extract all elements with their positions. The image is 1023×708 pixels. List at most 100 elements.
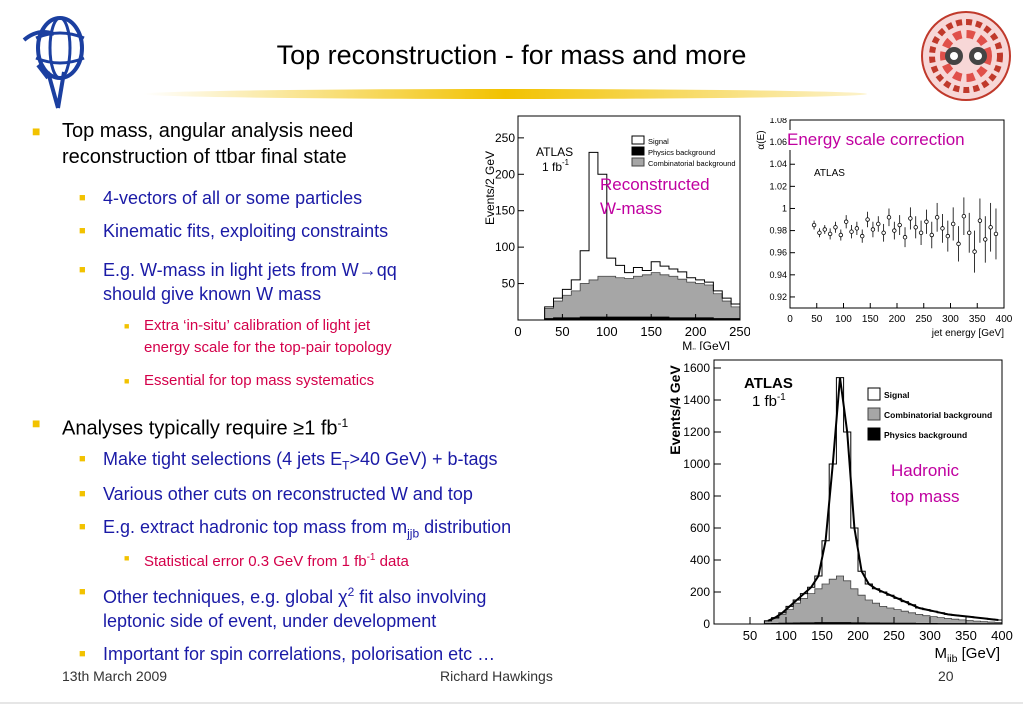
x-tick-label: 0 <box>787 314 793 325</box>
bullet-kinematic-fits: ■ Kinematic fits, exploiting constraints <box>79 219 388 243</box>
legend-entry: Signal <box>648 137 669 146</box>
legend-entry: Physics background <box>648 148 715 157</box>
data-point <box>993 231 999 237</box>
series-signal <box>544 151 741 320</box>
data-point <box>892 228 897 233</box>
lumi-label: 1 fb-1 <box>542 158 569 174</box>
y-tick-label: 1.02 <box>769 181 787 191</box>
y-tick-label: 100 <box>495 240 515 254</box>
data-point <box>897 222 902 228</box>
lhc-logo-icon <box>921 11 1011 101</box>
footer-date: 13th March 2009 <box>62 668 168 684</box>
x-tick-label: 400 <box>996 314 1013 325</box>
data-point <box>811 222 817 228</box>
annotation-top-mass: Hadronic top mass <box>880 458 970 510</box>
bullet-marker-icon: ■ <box>79 648 86 660</box>
annotation-text: W-mass <box>600 199 663 218</box>
bullet-text: E.g. W-mass in light jets from W <box>103 260 359 280</box>
y-axis-label: α(E) <box>756 130 767 149</box>
x-tick-label: 50 <box>811 314 823 325</box>
bullet-text: Extra ‘in-situ’ calibration of light jet <box>144 317 371 334</box>
data-point <box>913 225 918 230</box>
footer-divider <box>0 702 1023 704</box>
x-tick-label: 200 <box>847 628 869 643</box>
data-point <box>924 219 929 224</box>
legend-swatch <box>867 427 881 441</box>
y-tick-label: 600 <box>690 521 710 535</box>
data-point <box>838 232 844 238</box>
bullet-marker-icon: ■ <box>79 225 86 237</box>
data-point <box>908 216 913 221</box>
bullet-text: should give known W mass <box>103 284 322 304</box>
bullet-systematics: ■ Essential for top mass systematics <box>124 370 374 392</box>
bullet-marker-icon: ■ <box>124 553 130 563</box>
y-tick-label: 50 <box>502 277 516 291</box>
bullet-text: qq <box>376 260 397 280</box>
x-tick-label: 200 <box>685 324 707 339</box>
chi-symbol: χ <box>338 587 348 607</box>
bullet-marker-icon: ■ <box>79 264 86 276</box>
bullet-marker-icon: ■ <box>32 123 41 139</box>
x-tick-label: 100 <box>775 628 797 643</box>
y-tick-label: 1.06 <box>769 137 787 147</box>
x-axis-label: jet energy [GeV] <box>931 328 1004 339</box>
data-point <box>967 230 972 235</box>
bullet-text: distribution <box>419 517 512 537</box>
bullet-marker-icon: ■ <box>79 192 86 204</box>
annotation-wmass: Reconstructed W-mass <box>600 173 710 221</box>
bullet-extract-mass: ■ E.g. extract hadronic top mass from mj… <box>79 515 512 546</box>
subscript: jjb <box>407 526 420 541</box>
data-point <box>876 221 881 227</box>
wmass-histogram: 0 50 100 150 200 250 50 100 150 200 250 Events/2 Ge… <box>483 115 750 350</box>
x-tick-label: 200 <box>889 314 906 325</box>
data-point <box>833 225 838 230</box>
x-tick-label: 50 <box>555 324 569 339</box>
atlas-logo-icon <box>22 16 85 109</box>
x-tick-label: 0 <box>514 324 521 339</box>
data-point <box>961 214 967 219</box>
plot-frame <box>713 359 1003 625</box>
bullet-marker-icon: ■ <box>79 453 86 465</box>
y-tick-label: 0.94 <box>769 270 787 280</box>
bullet-text: Make tight selections (4 jets E <box>103 449 343 469</box>
page-number: 20 <box>938 668 954 684</box>
data-point <box>881 230 886 235</box>
bullet-other-cuts: ■ Various other cuts on reconstructed W … <box>79 482 473 506</box>
data-point <box>972 249 977 254</box>
bullet-text: >40 GeV) + b-tags <box>349 449 498 469</box>
bullet-text: leptonic side of event, under developmen… <box>103 611 437 631</box>
arrow-symbol: → <box>358 260 377 280</box>
bullet-text: Analyses typically require ≥1 fb <box>62 417 338 440</box>
bullet-top-mass: ■ Top mass, angular analysis need recons… <box>32 118 482 170</box>
bullet-text: reconstruction of ttbar final state <box>62 146 347 168</box>
annotation-text: top mass <box>890 487 960 506</box>
x-tick-label: 100 <box>596 324 618 339</box>
legend-swatch <box>631 146 645 156</box>
data-point <box>843 219 849 224</box>
y-tick-label: 0.96 <box>769 248 787 258</box>
x-axis-label: Mjjb [GeV] <box>934 645 1000 662</box>
legend-entry: Combinatorial background <box>648 159 736 168</box>
x-tick-label: 150 <box>862 314 879 325</box>
subscript: T <box>342 458 350 473</box>
data-point <box>870 227 876 232</box>
y-tick-label: 1.04 <box>769 159 787 169</box>
data-point <box>983 237 988 242</box>
energy-scale-plot: 0 50 100 150 200 250 300 350 400 0.92 0.94 0.96 0.98… <box>756 118 1013 339</box>
y-tick-label: 800 <box>690 489 710 503</box>
y-tick-label: 200 <box>690 585 710 599</box>
annotation-energy-scale: Energy scale correction <box>787 130 965 150</box>
y-tick-label: 1400 <box>683 393 710 407</box>
x-tick-label: 250 <box>915 314 932 325</box>
bullet-other-techniques: ■ Other techniques, e.g. global χ2 fit a… <box>79 580 623 633</box>
annotation-text: Reconstructed <box>600 175 710 194</box>
y-tick-label: 400 <box>690 553 710 567</box>
legend-entry: Signal <box>884 390 910 400</box>
bullet-text: energy scale for the top-pair topology <box>144 339 392 356</box>
x-tick-label: 250 <box>729 324 750 339</box>
x-tick-label: 250 <box>883 628 905 643</box>
legend-swatch <box>631 157 645 167</box>
legend-swatch <box>867 407 881 421</box>
superscript: -1 <box>366 552 376 563</box>
footer-author: Richard Hawkings <box>440 668 553 684</box>
